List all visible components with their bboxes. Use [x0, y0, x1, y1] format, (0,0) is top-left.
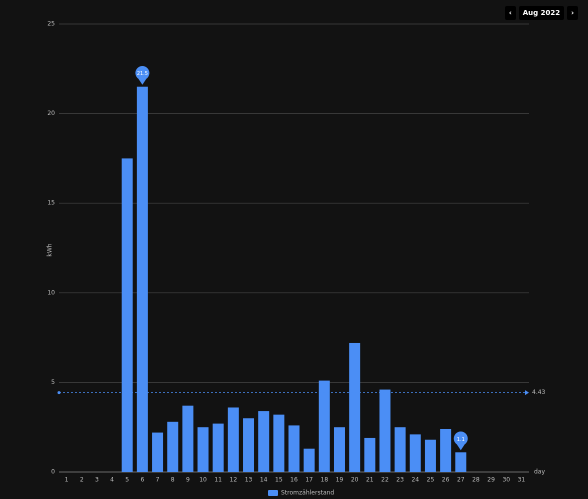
- next-button[interactable]: ›: [567, 6, 578, 20]
- mark-point-label: 21.5: [137, 71, 148, 77]
- x-tick-label: 8: [171, 477, 175, 484]
- bar: [349, 342, 361, 472]
- x-tick-label: 11: [214, 477, 222, 484]
- bar: [273, 414, 285, 472]
- y-tick-label: 20: [47, 110, 55, 117]
- x-tick-label: 3: [95, 477, 99, 484]
- x-tick-label: 17: [305, 477, 313, 484]
- y-axis-label: kWh: [47, 243, 54, 256]
- x-tick-label: 16: [290, 477, 298, 484]
- x-tick-label: 26: [442, 477, 450, 484]
- mark-point: [135, 65, 150, 85]
- x-tick-label: 1: [65, 477, 69, 484]
- x-tick-label: 29: [487, 477, 495, 484]
- x-tick-label: 24: [411, 477, 419, 484]
- x-tick-label: 20: [351, 477, 359, 484]
- bar: [409, 434, 421, 472]
- x-tick-label: 15: [275, 477, 283, 484]
- mark-point-label: 1.1: [457, 437, 465, 443]
- x-tick-label: 6: [140, 477, 144, 484]
- bar: [212, 423, 224, 472]
- x-tick-label: 25: [427, 477, 435, 484]
- bar: [258, 411, 270, 472]
- x-tick-label: 13: [245, 477, 253, 484]
- bar: [197, 427, 209, 472]
- x-tick-label: 23: [396, 477, 404, 484]
- x-tick-label: 2: [80, 477, 84, 484]
- bar: [440, 428, 452, 472]
- bar: [455, 452, 467, 472]
- bar: [227, 407, 239, 472]
- bar: [136, 86, 148, 472]
- x-tick-label: 27: [457, 477, 465, 484]
- bar: [364, 437, 376, 472]
- bar: [152, 432, 164, 472]
- x-tick-label: 14: [260, 477, 268, 484]
- y-tick-label: 15: [47, 200, 55, 207]
- bar: [333, 427, 345, 472]
- y-tick-label: 5: [51, 379, 55, 386]
- average-label: 4.43: [532, 389, 546, 396]
- x-tick-label: 31: [518, 477, 526, 484]
- bar: [379, 389, 391, 472]
- x-tick-label: 22: [381, 477, 389, 484]
- bar: [288, 425, 300, 472]
- bar: [424, 439, 436, 472]
- bar: [318, 380, 330, 472]
- x-tick-label: 12: [230, 477, 238, 484]
- bar: [243, 418, 255, 472]
- x-tick-label: 18: [321, 477, 329, 484]
- x-tick-label: 5: [125, 477, 129, 484]
- x-tick-label: 9: [186, 477, 190, 484]
- nav: ‹ Aug 2022 ›: [504, 6, 578, 20]
- x-axis-label: day: [534, 469, 545, 476]
- legend-swatch: [268, 490, 278, 496]
- x-tick-label: 7: [156, 477, 160, 484]
- period-label[interactable]: Aug 2022: [518, 6, 565, 20]
- x-tick-label: 4: [110, 477, 114, 484]
- x-tick-label: 21: [366, 477, 374, 484]
- x-tick-label: 10: [199, 477, 207, 484]
- bar: [121, 158, 133, 472]
- x-tick-label: 28: [472, 477, 480, 484]
- y-tick-label: 25: [47, 21, 55, 28]
- bar: [394, 427, 406, 472]
- bar: [167, 421, 179, 472]
- bar: [182, 405, 194, 472]
- mark-point: [453, 431, 468, 451]
- x-tick-label: 30: [502, 477, 510, 484]
- y-tick-label: 10: [47, 289, 55, 296]
- x-tick-label: 19: [336, 477, 344, 484]
- y-tick-label: 0: [51, 469, 55, 476]
- bar: [303, 448, 315, 472]
- legend-label: Stromzählerstand: [281, 490, 334, 497]
- average-start: [57, 391, 61, 395]
- prev-button[interactable]: ‹: [504, 6, 516, 20]
- average-arrow: [525, 390, 529, 396]
